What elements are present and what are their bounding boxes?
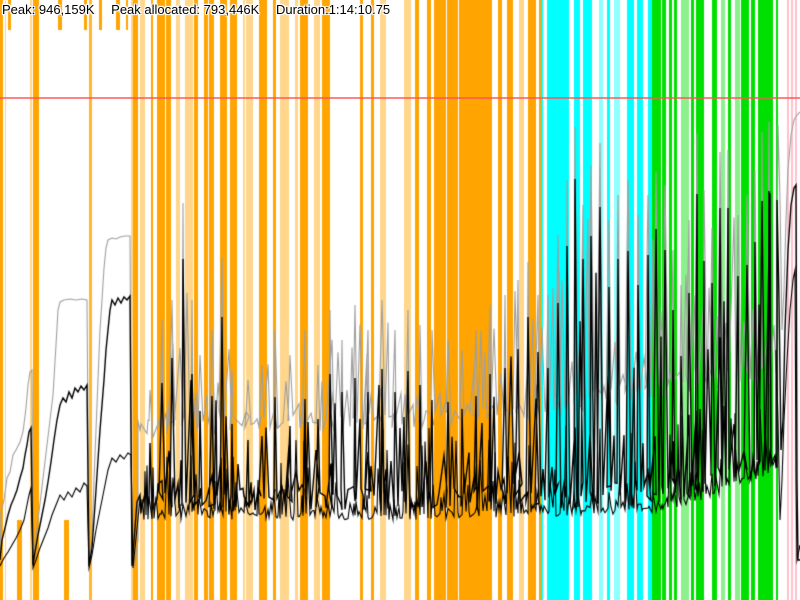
peak-allocated-stat: Peak allocated: 793,446K <box>111 2 260 17</box>
peak-stat: Peak: 946,159K <box>2 2 95 17</box>
duration-stat: Duration:1:14:10.75 <box>275 2 391 17</box>
stats-header: Peak: 946,159K Peak allocated: 793,446K … <box>2 2 403 18</box>
